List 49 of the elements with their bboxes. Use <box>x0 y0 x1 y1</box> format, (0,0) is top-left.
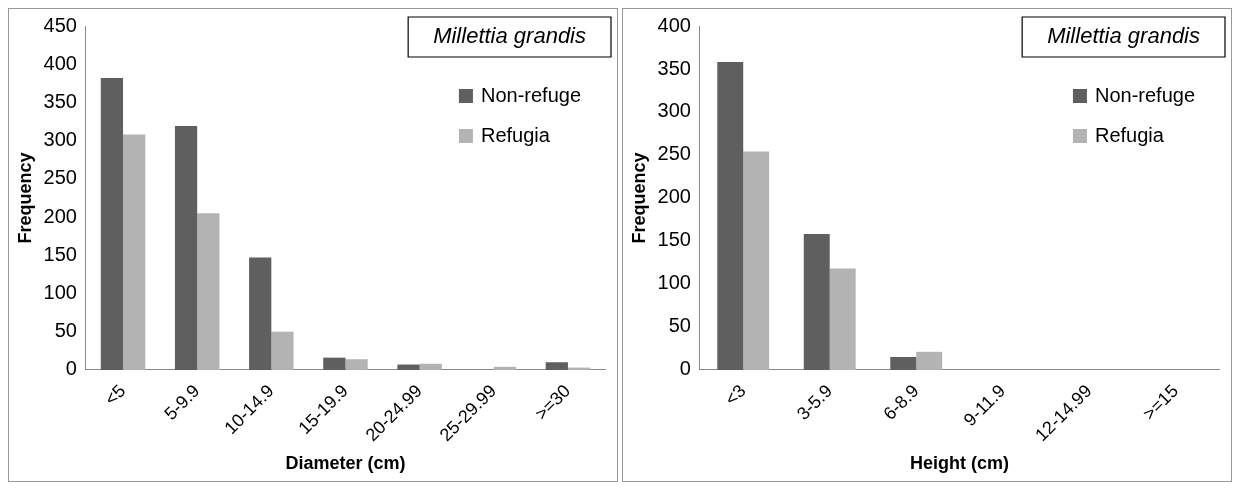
y-tick-label: 450 <box>43 13 77 36</box>
bar <box>197 213 220 370</box>
y-tick-label: 400 <box>657 13 691 36</box>
legend-label: Refugia <box>480 123 551 146</box>
chart-title: Millettia grandis <box>433 23 586 49</box>
y-tick-label: 150 <box>43 242 77 265</box>
bar <box>419 363 442 370</box>
y-tick-label: 300 <box>657 99 691 122</box>
legend-label: Refugia <box>1094 123 1165 146</box>
y-tick-label: 300 <box>43 128 77 151</box>
legend-label: Non-refuge <box>480 83 581 106</box>
bar <box>717 62 744 370</box>
bar <box>123 134 146 370</box>
chart-title: Millettia grandis <box>1047 23 1200 49</box>
y-tick-label: 250 <box>43 166 77 189</box>
y-tick-label: 400 <box>43 51 77 74</box>
bar <box>271 331 294 370</box>
bar <box>829 268 856 370</box>
y-tick-label: 0 <box>679 357 691 380</box>
bar <box>890 356 917 370</box>
y-tick-label: 200 <box>657 185 691 208</box>
y-tick-label: 100 <box>657 271 691 294</box>
bar <box>100 77 124 370</box>
bar <box>545 362 568 370</box>
bar <box>397 364 420 370</box>
y-tick-label: 150 <box>657 228 691 251</box>
bar <box>249 257 272 370</box>
x-axis-title: Height (cm) <box>909 453 1009 474</box>
y-tick-label: 50 <box>54 319 77 342</box>
y-tick-label: 0 <box>65 357 77 380</box>
y-tick-label: 350 <box>657 56 691 79</box>
y-tick-label: 350 <box>43 89 77 112</box>
bar <box>743 151 770 370</box>
y-axis-title: Frequency <box>14 152 35 244</box>
y-tick-label: 100 <box>43 280 77 303</box>
y-tick-label: 250 <box>657 142 691 165</box>
y-tick-label: 50 <box>668 314 691 337</box>
bar <box>493 366 517 370</box>
legend-label: Non-refuge <box>1094 83 1195 106</box>
bar <box>174 126 198 370</box>
y-axis-title: Frequency <box>628 152 649 244</box>
bar <box>803 234 830 370</box>
x-tick-label: <3 <box>720 380 750 410</box>
x-tick-label: <5 <box>100 380 130 410</box>
y-tick-label: 200 <box>43 204 77 227</box>
bar <box>916 351 943 370</box>
bar <box>323 357 346 370</box>
x-axis-title: Diameter (cm) <box>285 453 406 474</box>
bar <box>345 359 368 370</box>
